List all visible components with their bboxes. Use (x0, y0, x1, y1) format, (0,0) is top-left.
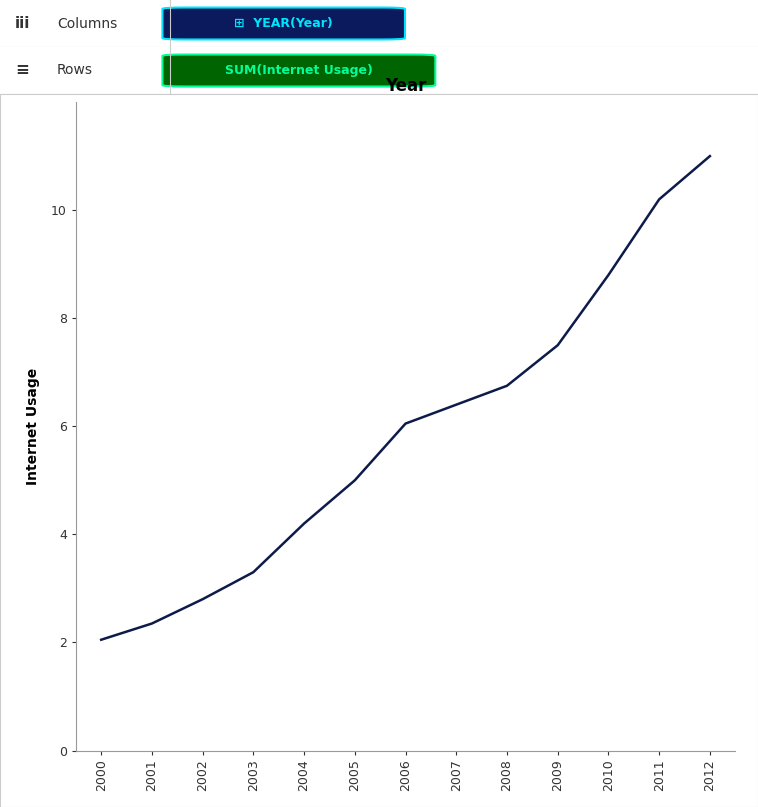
Text: Rows: Rows (57, 64, 92, 77)
Text: Columns: Columns (57, 16, 117, 31)
Y-axis label: Internet Usage: Internet Usage (26, 368, 39, 485)
Text: iii: iii (15, 16, 30, 31)
Title: Year: Year (385, 77, 426, 95)
Text: ≡: ≡ (15, 61, 29, 80)
Text: SUM(Internet Usage): SUM(Internet Usage) (225, 64, 373, 77)
Text: ⊞  YEAR(Year): ⊞ YEAR(Year) (234, 17, 333, 30)
FancyBboxPatch shape (162, 7, 405, 40)
FancyBboxPatch shape (162, 55, 435, 86)
